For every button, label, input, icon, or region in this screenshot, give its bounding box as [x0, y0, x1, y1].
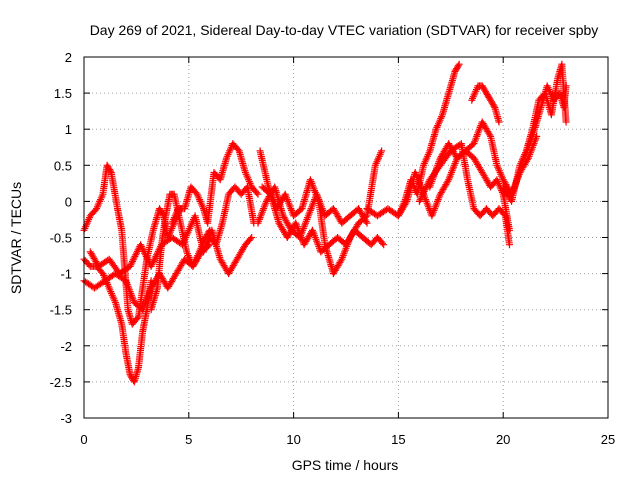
data-point — [132, 251, 140, 259]
series-satellite-track-4 — [86, 212, 256, 278]
data-point — [148, 261, 156, 269]
x-tick-label: 25 — [601, 432, 615, 447]
data-point — [141, 249, 149, 257]
tick-labels: 0 5 10 15 20 25 -3 -2.5 -2 -1.5 -1 -0.5 0 0.5 1 1.5 2 — [50, 50, 616, 447]
data-point — [363, 219, 371, 227]
data-point — [150, 257, 157, 265]
data-point — [147, 262, 155, 270]
data-point — [417, 194, 425, 202]
y-tick-label: -2.5 — [50, 375, 72, 390]
data-point — [128, 259, 136, 267]
chart-title: Day 269 of 2021, Sidereal Day-to-day VTE… — [90, 22, 599, 38]
y-tick-label: -1 — [60, 267, 72, 282]
data-point — [500, 210, 508, 218]
data-point — [362, 218, 370, 225]
series-satellite-track-11 — [363, 60, 463, 220]
data-points — [80, 60, 570, 386]
data-point — [248, 234, 256, 241]
x-tick-label: 5 — [185, 432, 192, 447]
data-point — [138, 244, 146, 252]
y-tick-label: -3 — [60, 411, 72, 426]
series-satellite-track-15 — [468, 82, 503, 126]
data-point — [140, 247, 148, 255]
data-point — [444, 177, 452, 185]
data-point — [149, 259, 157, 267]
data-point — [421, 186, 429, 194]
data-point — [486, 131, 494, 139]
data-point — [506, 241, 513, 249]
x-axis-label: GPS time / hours — [292, 457, 399, 473]
x-tick-label: 15 — [391, 432, 405, 447]
data-point — [129, 256, 137, 264]
data-point — [454, 62, 462, 70]
y-tick-label: -0.5 — [50, 231, 72, 246]
data-point — [137, 241, 145, 249]
data-point — [142, 252, 150, 260]
data-point — [246, 235, 254, 243]
data-point — [253, 189, 261, 197]
data-point — [422, 184, 430, 192]
data-point — [419, 191, 427, 199]
x-tick-label: 0 — [80, 432, 87, 447]
data-point — [130, 254, 138, 262]
data-point — [205, 228, 213, 236]
data-point — [380, 241, 388, 249]
data-point — [419, 189, 427, 197]
data-point — [133, 249, 141, 257]
data-point — [402, 199, 410, 207]
y-tick-label: 1.5 — [54, 86, 72, 101]
data-point — [133, 247, 141, 255]
data-point — [378, 147, 386, 155]
data-point — [418, 192, 426, 200]
data-point — [137, 242, 145, 250]
data-point — [254, 190, 262, 198]
data-point — [129, 257, 136, 265]
y-tick-label: 2 — [65, 50, 72, 65]
y-axis-label: SDTVAR / TECUs — [8, 182, 24, 294]
data-point — [131, 252, 139, 260]
series-satellite-track-6 — [168, 140, 262, 227]
data-point — [495, 118, 503, 126]
data-point — [127, 261, 135, 269]
data-point — [139, 246, 147, 254]
series-satellite-track-7 — [206, 183, 258, 249]
data-point — [106, 167, 114, 175]
data-point — [141, 251, 149, 259]
y-tick-label: -2 — [60, 339, 72, 354]
data-point — [126, 262, 134, 270]
x-tick-label: 20 — [496, 432, 510, 447]
y-tick-label: 0.5 — [54, 158, 72, 173]
data-point — [206, 226, 214, 234]
data-point — [562, 118, 570, 126]
data-point — [337, 257, 345, 265]
y-tick-label: 0 — [65, 194, 72, 209]
data-point — [415, 197, 423, 205]
data-point — [455, 60, 463, 68]
data-point — [416, 196, 424, 204]
series-satellite-track-17 — [520, 82, 570, 162]
data-point — [150, 256, 158, 264]
y-tick-label: -1.5 — [50, 303, 72, 318]
data-point — [143, 254, 151, 262]
x-tick-label: 10 — [286, 432, 300, 447]
series-satellite-track-10 — [254, 183, 371, 241]
data-point — [133, 314, 141, 322]
data-point — [562, 82, 570, 90]
plot-frame — [83, 56, 609, 419]
data-point — [379, 239, 386, 247]
data-point — [144, 256, 152, 264]
y-tick-label: 1 — [65, 122, 72, 137]
data-point — [420, 187, 428, 195]
data-point — [490, 102, 498, 110]
